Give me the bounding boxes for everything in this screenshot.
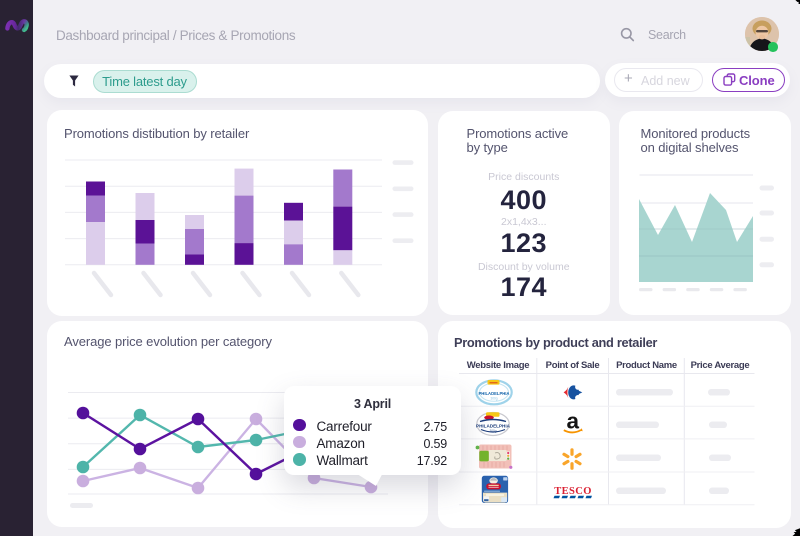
svg-text:300g: 300g: [489, 429, 496, 433]
svg-text:300g: 300g: [490, 397, 497, 401]
svg-text:a: a: [567, 409, 580, 434]
svg-text:TESCO: TESCO: [554, 486, 592, 497]
svg-text:PHILADELPHIA: PHILADELPHIA: [479, 391, 510, 396]
svg-text:PHILADELPHIA: PHILADELPHIA: [476, 423, 511, 428]
